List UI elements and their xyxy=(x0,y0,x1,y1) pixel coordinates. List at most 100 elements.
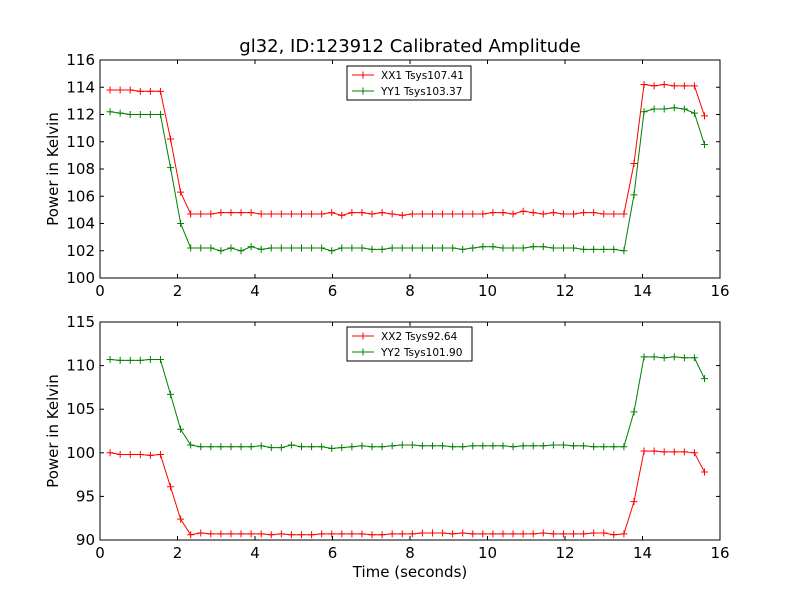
data-point xyxy=(146,355,154,363)
data-point xyxy=(670,104,678,112)
y-tick-label: 104 xyxy=(66,215,95,233)
data-point xyxy=(519,244,527,252)
x-tick-label: 6 xyxy=(328,544,338,562)
data-point xyxy=(539,529,547,537)
data-point xyxy=(298,531,305,539)
data-point xyxy=(207,210,215,218)
data-point xyxy=(126,451,134,459)
y-tick-label: 95 xyxy=(76,487,95,505)
x-tick-label: 10 xyxy=(478,282,497,300)
x-tick-label: 12 xyxy=(555,282,574,300)
legend-box xyxy=(346,326,473,362)
legend-entry: XX2 Tsys92.64 xyxy=(381,331,458,343)
data-point xyxy=(418,442,426,450)
data-point xyxy=(318,210,326,218)
x-tick-label: 8 xyxy=(405,282,415,300)
data-point xyxy=(308,210,316,218)
legend-swatch-marker xyxy=(359,332,367,340)
data-point xyxy=(126,356,134,364)
data-point xyxy=(428,529,436,537)
data-point xyxy=(197,529,205,537)
data-point xyxy=(549,530,557,538)
legend-entry: YY2 Tsys101.90 xyxy=(380,347,462,359)
data-point xyxy=(177,515,185,523)
data-point xyxy=(539,442,547,450)
x-tick-label: 0 xyxy=(95,544,105,562)
y-tick-label: 115 xyxy=(66,313,95,331)
data-point xyxy=(146,111,154,118)
x-tick-label: 16 xyxy=(710,544,729,562)
data-point xyxy=(549,209,557,217)
data-point xyxy=(428,210,436,218)
data-point xyxy=(318,443,326,451)
data-point xyxy=(237,530,245,538)
data-point xyxy=(529,209,537,217)
data-point xyxy=(287,210,295,218)
data-point xyxy=(348,244,356,252)
data-point xyxy=(680,82,688,90)
x-tick-label: 2 xyxy=(173,544,183,562)
data-point xyxy=(298,210,305,218)
x-axis-label: Time (seconds) xyxy=(352,563,468,581)
data-point xyxy=(368,531,376,539)
data-point xyxy=(701,375,708,383)
y-tick-label: 108 xyxy=(66,160,95,178)
data-point xyxy=(529,442,537,450)
x-tick-label: 10 xyxy=(478,544,497,562)
x-tick-label: 4 xyxy=(250,544,260,562)
data-point xyxy=(539,243,547,251)
data-point xyxy=(640,81,648,89)
data-point xyxy=(247,443,255,451)
data-point xyxy=(227,530,235,538)
data-point xyxy=(277,244,285,252)
data-point xyxy=(701,468,708,476)
data-point xyxy=(207,244,215,252)
data-point xyxy=(388,244,396,252)
data-point xyxy=(177,425,185,433)
data-point xyxy=(428,442,436,450)
data-point xyxy=(408,530,416,538)
data-point xyxy=(398,441,406,449)
data-point xyxy=(559,441,567,449)
data-point xyxy=(378,443,386,451)
data-point xyxy=(237,247,245,255)
data-point xyxy=(156,451,164,459)
data-point xyxy=(519,530,527,538)
y-tick-label: 106 xyxy=(66,187,95,205)
data-point xyxy=(418,244,426,252)
data-point xyxy=(570,530,578,538)
data-point xyxy=(217,247,225,255)
y-tick-label: 114 xyxy=(66,78,95,96)
data-point xyxy=(398,211,406,219)
data-point xyxy=(499,442,507,450)
data-point xyxy=(267,444,275,452)
data-point xyxy=(116,451,124,459)
data-point xyxy=(529,243,537,251)
data-point xyxy=(187,441,195,449)
data-point xyxy=(418,529,426,537)
data-point xyxy=(519,442,527,450)
data-point xyxy=(126,111,134,118)
data-point xyxy=(449,443,457,451)
data-point xyxy=(237,209,245,217)
data-point xyxy=(378,531,386,539)
data-point xyxy=(610,531,618,539)
data-point xyxy=(660,354,668,362)
y-tick-label: 100 xyxy=(66,444,95,462)
data-point xyxy=(368,443,376,451)
data-point xyxy=(539,210,547,218)
data-point xyxy=(459,443,467,451)
data-point xyxy=(207,530,215,538)
data-point xyxy=(388,442,396,450)
data-point xyxy=(136,87,144,95)
x-tick-label: 14 xyxy=(633,282,652,300)
y-tick-label: 102 xyxy=(66,242,95,260)
data-point xyxy=(439,442,447,450)
data-point xyxy=(620,247,628,255)
legend-entry: YY1 Tsys103.37 xyxy=(380,86,462,98)
y-tick-label: 100 xyxy=(66,269,95,287)
data-point xyxy=(398,530,406,538)
series-markers-1-1 xyxy=(106,81,708,219)
data-point xyxy=(660,105,668,113)
